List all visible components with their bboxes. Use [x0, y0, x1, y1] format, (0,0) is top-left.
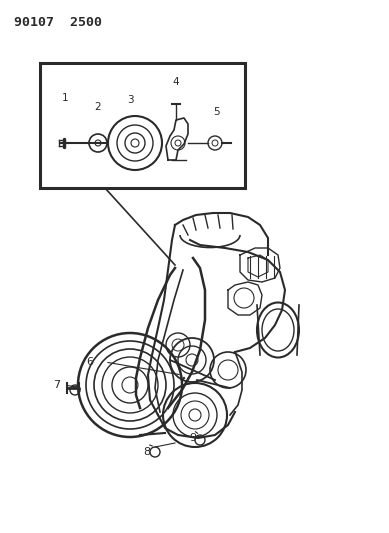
Text: 3: 3 — [127, 95, 133, 105]
Bar — [40, 63, 245, 188]
Text: 2: 2 — [95, 102, 101, 112]
Text: 9: 9 — [189, 433, 196, 443]
Text: 1: 1 — [62, 93, 68, 103]
Text: 7: 7 — [53, 380, 61, 390]
Text: 8: 8 — [144, 447, 151, 457]
Text: 6: 6 — [86, 357, 93, 367]
Text: 90107  2500: 90107 2500 — [14, 15, 102, 28]
Text: 5: 5 — [214, 107, 220, 117]
Text: 4: 4 — [173, 77, 179, 87]
